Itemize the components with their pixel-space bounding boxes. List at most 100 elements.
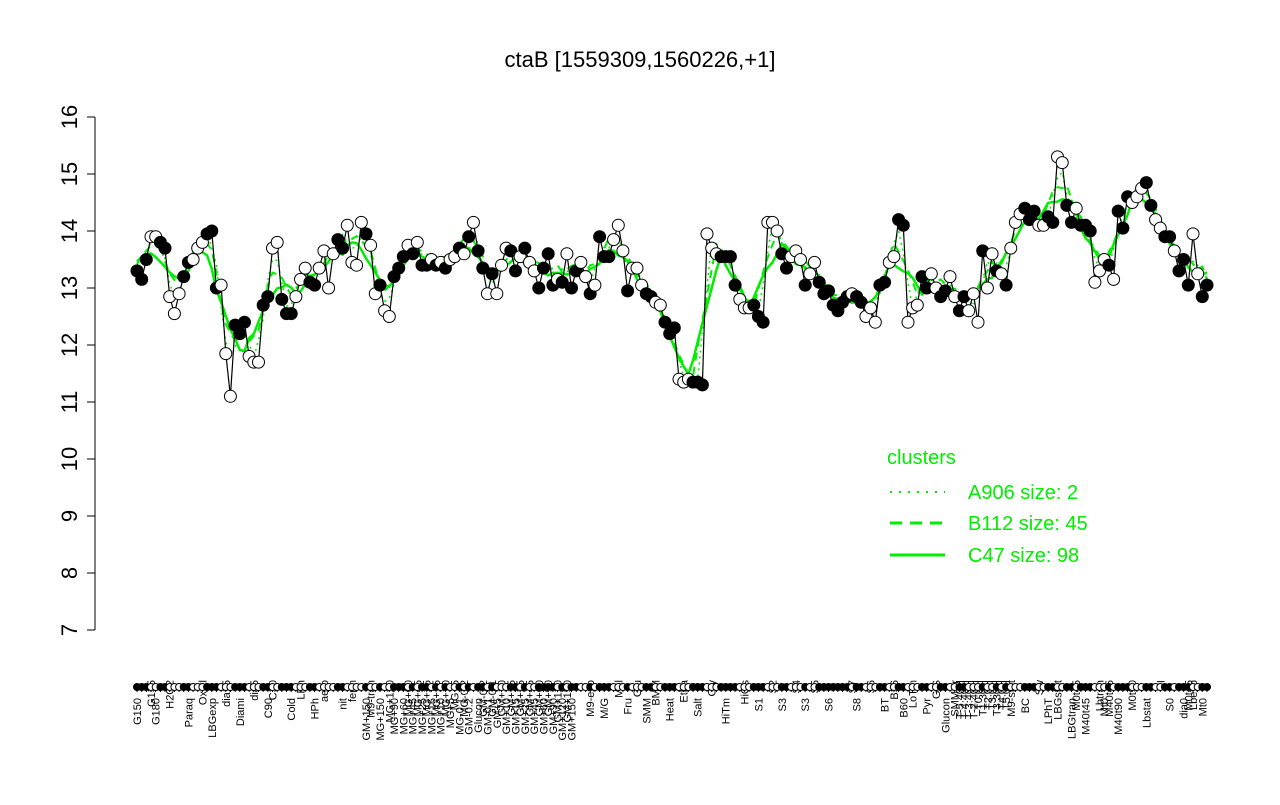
data-point <box>1163 230 1177 244</box>
x-tick-label: Heat <box>665 698 677 721</box>
data-point <box>1069 201 1083 215</box>
x-tick-label: GM+5 <box>492 698 504 728</box>
data-point <box>985 247 999 261</box>
data-points <box>130 150 1214 403</box>
x-tick-label: Salt <box>693 698 705 717</box>
x-axis: G135H2O2Oxctldia15dia5C30LPhaerofermM9-t… <box>132 679 1211 741</box>
y-axis: 7 8 9 10 11 12 13 14 15 16 <box>57 105 96 636</box>
data-point <box>780 261 793 275</box>
x-tick-label: C90 <box>263 698 275 718</box>
x-tick-label: S6 <box>824 698 836 711</box>
x-tick-label: GM+120 <box>557 698 569 741</box>
data-point <box>1191 267 1205 281</box>
y-tick-label: 8 <box>57 567 82 579</box>
chart-title: ctaB [1559309,1560226,+1] <box>505 47 776 72</box>
y-tick-label: 16 <box>57 105 82 129</box>
x-tick-label: S3 <box>800 698 812 711</box>
data-point <box>298 261 312 275</box>
data-point <box>186 253 200 266</box>
x-tick-label: G180 <box>151 698 163 725</box>
data-point <box>621 284 635 298</box>
x-tick-label: Paraq <box>183 698 195 727</box>
data-point <box>579 270 593 284</box>
data-point <box>1111 204 1125 218</box>
x-tick-label: HPh <box>310 698 322 719</box>
x-tick-label: S3 <box>777 698 789 711</box>
data-point <box>406 247 420 261</box>
data-point <box>238 315 251 329</box>
data-point <box>808 255 821 269</box>
x-tick-label: Mt0 <box>1197 698 1209 716</box>
data-point <box>462 230 476 244</box>
data-point <box>770 224 784 238</box>
x-tick-label: MG+10 <box>436 698 448 734</box>
data-point <box>1004 241 1018 255</box>
x-tick-label: MG+25 <box>417 698 429 734</box>
data-point <box>854 295 868 309</box>
x-tick-label: MG+90 <box>389 698 401 734</box>
y-tick-label: 10 <box>57 447 82 471</box>
x-tick-label: MG+60 <box>398 698 410 734</box>
x-tick-label: MG+5 <box>445 698 457 728</box>
data-point <box>284 307 298 321</box>
y-tick-label: 14 <box>57 219 82 243</box>
data-point <box>139 253 153 266</box>
legend-item-label: A906 size: 2 <box>968 482 1078 504</box>
x-tick-label: BT <box>880 698 892 712</box>
x-tick-label: MG+45 <box>408 698 420 734</box>
data-point <box>1177 253 1191 266</box>
data-point <box>803 267 817 281</box>
data-point <box>252 355 265 369</box>
data-point <box>560 247 574 261</box>
data-point <box>340 218 354 232</box>
data-point <box>630 261 644 275</box>
x-tick-label: GM+25 <box>520 698 532 734</box>
x-tick-label: M40t90 <box>1113 698 1125 735</box>
data-point <box>1088 275 1102 289</box>
x-tick-label: GM-0.2 <box>464 698 476 735</box>
data-point <box>723 250 737 264</box>
data-point <box>695 378 709 392</box>
data-point <box>359 227 373 241</box>
data-point <box>1116 221 1130 235</box>
y-tick-label: 13 <box>57 276 82 300</box>
x-tick-label: M40t45 <box>1081 698 1093 735</box>
data-point <box>1027 204 1041 218</box>
x-tick-label: Cold <box>286 698 298 721</box>
data-point <box>1181 278 1195 292</box>
x-tick-label: Fru <box>623 698 635 715</box>
data-point <box>364 238 378 252</box>
data-point <box>1195 290 1209 304</box>
data-point <box>962 304 976 318</box>
data-point <box>887 250 901 264</box>
data-point <box>896 218 910 232</box>
data-point <box>1186 227 1200 241</box>
x-tick-label: S0 <box>1165 698 1177 711</box>
data-point <box>565 281 578 295</box>
x-tick-label: M/G <box>599 698 611 719</box>
x-tick-label: GM+45 <box>529 698 541 734</box>
data-point <box>504 244 518 258</box>
data-point <box>289 290 303 304</box>
x-tick-label: GM+60 <box>539 698 551 734</box>
data-point <box>471 244 485 258</box>
x-tick-label: MG+150 <box>375 698 387 741</box>
x-tick-label: MG-0.1 <box>454 698 466 735</box>
x-tick-label: GM+90 <box>548 698 560 734</box>
y-tick-label: 15 <box>57 162 82 186</box>
data-point <box>219 347 233 361</box>
data-point <box>1046 215 1060 229</box>
x-marker-dot <box>1203 683 1211 691</box>
data-point <box>980 281 994 295</box>
legend-title: clusters <box>887 447 956 469</box>
data-point <box>1083 224 1097 238</box>
x-tick-label: G150 <box>132 698 144 725</box>
y-tick-label: 9 <box>57 510 82 522</box>
x-tick-label: BC <box>1020 698 1032 713</box>
data-point <box>476 261 490 275</box>
data-point <box>275 292 289 306</box>
data-point <box>485 267 499 281</box>
x-tick-label: GM+15 <box>510 698 522 734</box>
